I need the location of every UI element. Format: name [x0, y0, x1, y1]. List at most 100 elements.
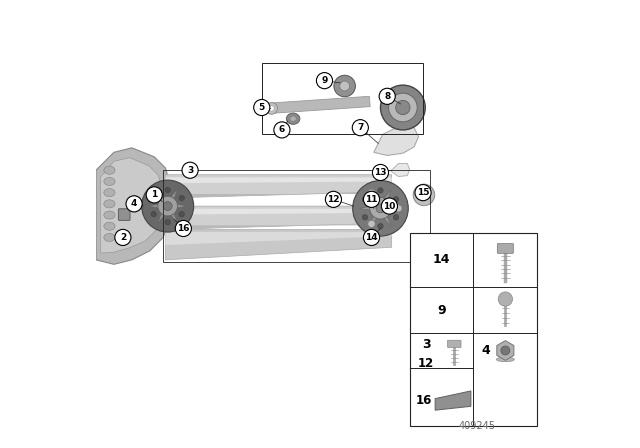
Circle shape	[378, 224, 383, 229]
Polygon shape	[165, 175, 392, 198]
Circle shape	[325, 191, 342, 207]
FancyBboxPatch shape	[447, 340, 461, 348]
Circle shape	[179, 211, 184, 217]
FancyBboxPatch shape	[118, 209, 130, 220]
Circle shape	[364, 229, 380, 246]
Text: 15: 15	[417, 188, 429, 197]
Ellipse shape	[104, 166, 115, 174]
Circle shape	[182, 162, 198, 178]
Circle shape	[364, 191, 380, 207]
Circle shape	[353, 181, 408, 236]
Circle shape	[340, 81, 349, 91]
Polygon shape	[165, 223, 392, 229]
Circle shape	[352, 120, 369, 136]
Circle shape	[394, 197, 399, 202]
Ellipse shape	[497, 357, 515, 362]
Circle shape	[378, 188, 383, 193]
Circle shape	[501, 346, 510, 355]
Ellipse shape	[104, 189, 115, 197]
Circle shape	[419, 190, 429, 200]
Circle shape	[362, 215, 367, 220]
Polygon shape	[435, 391, 471, 410]
Text: 16: 16	[415, 394, 432, 407]
Circle shape	[380, 85, 425, 130]
Polygon shape	[165, 206, 392, 229]
Ellipse shape	[104, 200, 115, 208]
Polygon shape	[165, 192, 392, 198]
Bar	[262, 63, 423, 134]
Polygon shape	[370, 207, 383, 227]
Circle shape	[163, 202, 172, 211]
Polygon shape	[96, 148, 170, 264]
Polygon shape	[157, 204, 171, 224]
Circle shape	[165, 220, 170, 225]
Polygon shape	[100, 158, 163, 253]
Polygon shape	[148, 202, 168, 210]
Circle shape	[165, 187, 170, 193]
Text: 5: 5	[259, 103, 265, 112]
Polygon shape	[378, 190, 391, 210]
Circle shape	[269, 106, 275, 111]
Circle shape	[253, 99, 270, 116]
Ellipse shape	[104, 177, 115, 185]
Circle shape	[151, 211, 156, 217]
Circle shape	[415, 185, 431, 201]
Text: 7: 7	[357, 123, 364, 132]
Ellipse shape	[104, 222, 115, 230]
Circle shape	[379, 88, 396, 104]
Circle shape	[498, 292, 513, 306]
Circle shape	[179, 195, 184, 201]
Polygon shape	[378, 207, 391, 227]
Bar	[163, 170, 430, 262]
Text: 4: 4	[482, 344, 491, 357]
Circle shape	[370, 198, 391, 219]
Ellipse shape	[290, 116, 296, 121]
Text: 4: 4	[131, 199, 137, 208]
Circle shape	[274, 122, 290, 138]
Circle shape	[316, 73, 333, 89]
Text: 9: 9	[321, 76, 328, 85]
Text: 10: 10	[383, 202, 396, 211]
FancyBboxPatch shape	[158, 194, 173, 209]
Text: 9: 9	[437, 303, 446, 317]
Text: 13: 13	[374, 168, 387, 177]
Text: 1: 1	[151, 190, 157, 199]
Circle shape	[368, 220, 375, 228]
Polygon shape	[380, 205, 402, 212]
Circle shape	[146, 187, 163, 203]
Text: 6: 6	[279, 125, 285, 134]
Polygon shape	[157, 189, 171, 208]
Text: 14: 14	[365, 233, 378, 242]
Circle shape	[388, 93, 417, 122]
Text: 16: 16	[177, 224, 189, 233]
Polygon shape	[359, 205, 380, 212]
Polygon shape	[168, 202, 188, 210]
Polygon shape	[165, 232, 392, 245]
Circle shape	[158, 196, 177, 216]
Polygon shape	[391, 164, 410, 177]
Text: 12: 12	[418, 358, 435, 370]
Circle shape	[141, 180, 194, 232]
Circle shape	[175, 220, 191, 237]
Circle shape	[413, 184, 435, 206]
Circle shape	[115, 229, 131, 246]
Circle shape	[362, 197, 367, 202]
Polygon shape	[165, 209, 392, 215]
Circle shape	[395, 205, 402, 212]
Circle shape	[266, 103, 278, 114]
FancyBboxPatch shape	[497, 244, 513, 254]
Polygon shape	[370, 190, 383, 210]
Circle shape	[396, 100, 410, 115]
Circle shape	[376, 204, 385, 213]
Circle shape	[151, 195, 156, 201]
Polygon shape	[497, 340, 514, 360]
Circle shape	[381, 198, 397, 214]
Polygon shape	[165, 177, 392, 183]
Text: 8: 8	[384, 92, 390, 101]
Text: 11: 11	[365, 195, 378, 204]
Ellipse shape	[104, 211, 115, 219]
Ellipse shape	[104, 233, 115, 241]
Text: 12: 12	[327, 195, 340, 204]
Bar	[410, 233, 538, 426]
Polygon shape	[165, 229, 392, 260]
